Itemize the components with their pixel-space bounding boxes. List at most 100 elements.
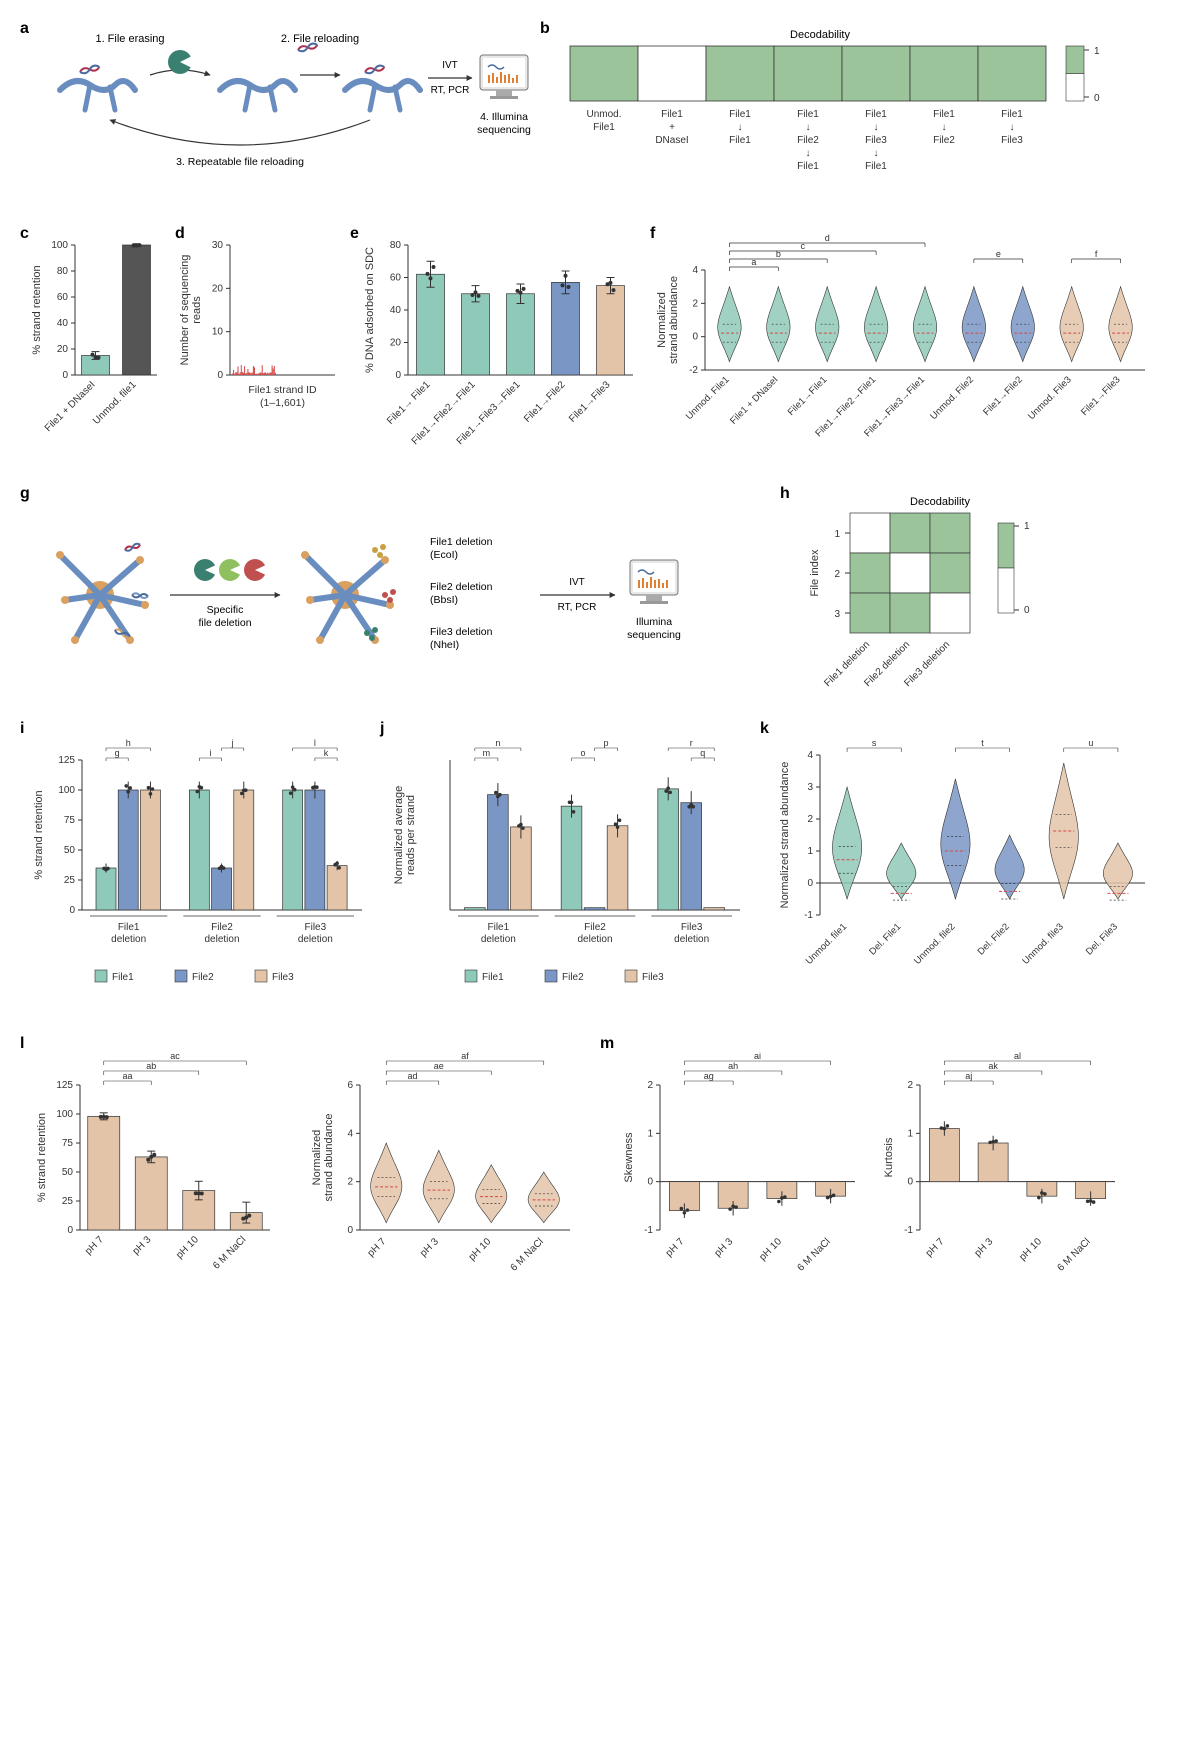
svg-text:File1: File1 [729,135,751,146]
svg-text:↓: ↓ [1010,122,1015,133]
svg-text:j: j [231,738,234,748]
svg-text:125: 125 [56,1080,73,1091]
svg-text:Unmod.: Unmod. [586,109,621,120]
svg-text:ab: ab [146,1061,156,1071]
svg-text:6 M NaCl: 6 M NaCl [509,1236,546,1273]
svg-text:File3: File3 [1001,135,1023,146]
svg-text:ag: ag [704,1071,714,1081]
svg-text:0: 0 [69,905,75,916]
panel-a: a 1. File erasing 2. File reloading [20,20,540,200]
svg-text:i: i [209,748,211,758]
svg-text:o: o [581,748,586,758]
svg-text:(1–1,601): (1–1,601) [260,397,305,409]
svg-text:pH 10: pH 10 [1017,1236,1044,1263]
svg-text:pH 10: pH 10 [467,1236,494,1263]
svg-text:125: 125 [58,755,75,766]
step4-line2: sequencing [477,124,531,136]
file3-del-label: File3 deletion [430,626,493,638]
svg-text:File1: File1 [118,922,140,933]
svg-text:File1→File2: File1→File2 [522,379,568,425]
svg-text:25: 25 [64,875,76,886]
svg-text:0: 0 [347,1225,353,1236]
step2-text: 2. File reloading [281,33,359,45]
svg-text:Normalized: Normalized [656,292,668,348]
panel-f: f -2024Normalizedstrand abundanceUnmod. … [650,225,1160,460]
svg-text:80: 80 [390,240,402,251]
svg-text:Kurtosis: Kurtosis [883,1137,895,1177]
svg-text:af: af [461,1051,469,1061]
svg-text:deletion: deletion [111,934,146,945]
svg-text:Unmod. file1: Unmod. file1 [91,379,139,427]
svg-text:strand abundance: strand abundance [323,1113,335,1201]
svg-text:+: + [669,122,675,133]
svg-text:6: 6 [347,1080,353,1091]
svg-text:File1→File3: File1→File3 [567,379,613,425]
svg-text:k: k [324,748,329,758]
svg-text:File1: File1 [487,922,509,933]
svg-text:↓: ↓ [738,122,743,133]
rtpcr-g: RT, PCR [558,602,597,613]
svg-text:2: 2 [692,298,698,309]
svg-text:100: 100 [56,1109,73,1120]
svg-text:Unmod. file3: Unmod. file3 [1020,921,1065,966]
svg-text:s: s [872,738,877,748]
svg-text:0: 0 [62,370,68,381]
svg-text:File3: File3 [304,922,326,933]
panel-d-label: d [175,225,185,243]
step4-line1: 4. Illumina [480,111,528,123]
svg-text:m: m [483,748,491,758]
svg-text:30: 30 [212,240,224,251]
illumina-g-1: Illumina [636,616,672,628]
svg-text:pH 7: pH 7 [664,1236,687,1259]
svg-text:d: d [825,233,830,243]
svg-text:0: 0 [907,1177,913,1188]
figure-container: a 1. File erasing 2. File reloading [20,20,1180,1315]
svg-text:f: f [1095,249,1098,259]
svg-text:File1: File1 [482,972,504,983]
svg-text:0: 0 [395,370,401,381]
svg-text:50: 50 [64,845,76,856]
svg-text:pH 7: pH 7 [366,1236,389,1259]
svg-text:20: 20 [212,283,224,294]
svg-text:6 M NaCl: 6 M NaCl [1055,1236,1092,1273]
svg-text:reads: reads [191,296,203,324]
panel-g: g Specific file deletion [20,485,780,695]
svg-text:File1→File2: File1→File2 [981,374,1025,418]
svg-text:File1 + DNaseI: File1 + DNaseI [728,374,780,426]
svg-text:pH 7: pH 7 [83,1234,106,1257]
svg-text:File2: File2 [797,135,819,146]
svg-text:a: a [751,257,756,267]
svg-text:↓: ↓ [806,148,811,159]
svg-text:% strand retention: % strand retention [36,1113,48,1202]
panel-e: e 020406080% DNA adsorbed on SDCFile1→ F… [350,225,650,460]
svg-text:strand abundance: strand abundance [668,276,680,364]
step3-text: 3. Repeatable file reloading [176,156,304,168]
svg-text:1: 1 [834,529,840,540]
svg-text:6 M NaCl: 6 M NaCl [795,1236,832,1273]
svg-text:File2: File2 [933,135,955,146]
svg-text:% strand retention: % strand retention [33,790,45,879]
svg-text:File index: File index [809,549,821,597]
panel-b-title: Decodability [790,29,850,41]
svg-text:Unmod. File1: Unmod. File1 [684,374,732,422]
svg-text:c: c [801,241,806,251]
svg-text:2: 2 [907,1080,913,1091]
svg-text:g: g [115,748,120,758]
svg-text:1: 1 [1024,521,1030,532]
svg-text:ae: ae [434,1061,444,1071]
svg-text:File1: File1 [865,161,887,172]
svg-text:80: 80 [57,266,69,277]
file2-del-enz: (BbsI) [430,594,458,606]
svg-text:File1: File1 [112,972,134,983]
svg-text:-1: -1 [804,910,813,921]
svg-text:10: 10 [212,327,224,338]
panel-j: j Normalized averagereads per strandFile… [380,720,760,1010]
svg-text:deletion: deletion [577,934,612,945]
svg-text:0: 0 [67,1225,73,1236]
svg-text:40: 40 [57,318,69,329]
svg-text:Del. File3: Del. File3 [1084,921,1120,957]
svg-text:20: 20 [57,344,69,355]
panel-f-label: f [650,225,655,243]
file1-del-label: File1 deletion [430,536,493,548]
svg-text:pH 3: pH 3 [713,1236,736,1259]
